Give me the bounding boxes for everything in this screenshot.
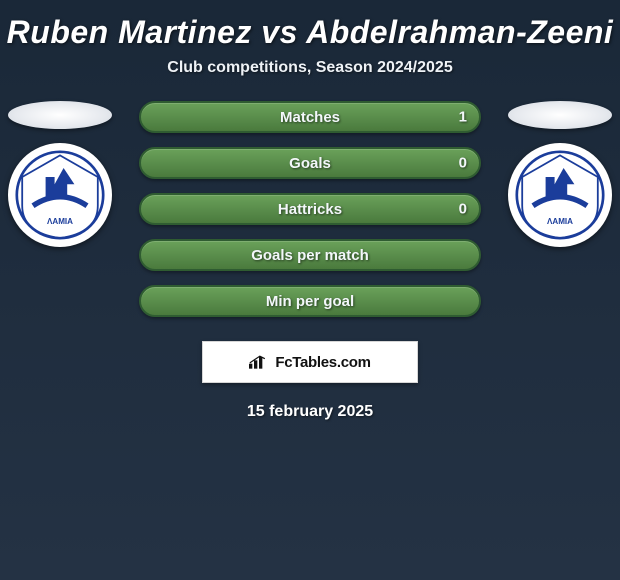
stat-label: Goals per match [251,247,369,264]
comparison-card: Ruben Martinez vs Abdelrahman-Zeeni Club… [0,0,620,421]
brand-chart-icon [249,355,269,369]
stat-label: Goals [289,155,331,172]
stats-list: Matches 1 Goals 0 Hattricks 0 Goals per … [139,101,481,317]
right-player-column: ΛΑΜΙΑ [500,101,620,247]
crest-icon: ΛΑΜΙΑ [15,150,105,240]
stat-right-value: 0 [459,201,467,218]
date-label: 15 february 2025 [0,403,620,421]
left-team-crest: ΛΑΜΙΑ [8,143,112,247]
stat-row: Min per goal [139,285,481,317]
player-placeholder-ellipse [508,101,612,129]
right-team-crest: ΛΑΜΙΑ [508,143,612,247]
stat-row: Hattricks 0 [139,193,481,225]
stat-label: Matches [280,109,340,126]
brand-badge[interactable]: FcTables.com [202,341,418,383]
svg-text:ΛΑΜΙΑ: ΛΑΜΙΑ [47,217,73,226]
stat-row: Matches 1 [139,101,481,133]
svg-text:ΛΑΜΙΑ: ΛΑΜΙΑ [547,217,573,226]
left-player-column: ΛΑΜΙΑ [0,101,120,247]
subtitle: Club competitions, Season 2024/2025 [0,59,620,101]
stat-label: Min per goal [266,293,354,310]
player-placeholder-ellipse [8,101,112,129]
crest-icon: ΛΑΜΙΑ [515,150,605,240]
stat-right-value: 0 [459,155,467,172]
page-title: Ruben Martinez vs Abdelrahman-Zeeni [0,10,620,59]
brand-text: FcTables.com [275,354,370,371]
stat-right-value: 1 [459,109,467,126]
stat-label: Hattricks [278,201,342,218]
stat-row: Goals 0 [139,147,481,179]
stat-row: Goals per match [139,239,481,271]
info-area: ΛΑΜΙΑ ΛΑΜΙΑ Matches 1 [0,101,620,421]
